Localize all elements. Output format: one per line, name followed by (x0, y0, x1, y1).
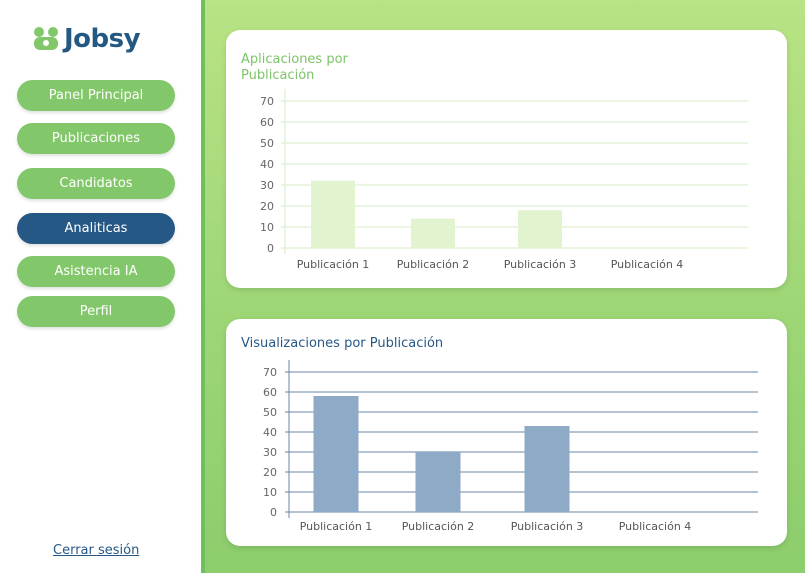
sidebar: Jobsy Panel Principal Publicaciones Cand… (0, 0, 201, 573)
y-tick-label: 20 (263, 466, 277, 479)
y-tick-label: 50 (260, 137, 274, 150)
sidebar-item-analiticas[interactable]: Analiticas (17, 213, 175, 244)
y-tick-label: 30 (260, 179, 274, 192)
sidebar-divider (201, 0, 205, 573)
y-tick-label: 60 (263, 386, 277, 399)
bar (311, 180, 355, 248)
sidebar-item-label: Analiticas (64, 221, 128, 236)
sidebar-item-label: Panel Principal (48, 88, 144, 103)
sidebar-item-label: Perfil (79, 304, 113, 319)
sidebar-item-label: Asistencia IA (54, 264, 138, 279)
sidebar-item-asistencia-ia[interactable]: Asistencia IA (17, 256, 175, 287)
y-tick-label: 60 (260, 116, 274, 129)
sidebar-item-publicaciones[interactable]: Publicaciones (17, 123, 175, 154)
x-tick-label: Publicación 4 (619, 520, 692, 533)
sidebar-item-perfil[interactable]: Perfil (17, 296, 175, 327)
x-tick-label: Publicación 2 (402, 520, 475, 533)
bar (411, 218, 455, 248)
app-name: Jobsy (64, 24, 141, 54)
applications-chart-card: Aplicaciones por Publicación 0 10 20 30 40 50… (226, 30, 787, 288)
x-tick-label: Publicación 1 (297, 258, 370, 271)
sidebar-item-candidatos[interactable]: Candidatos (17, 168, 175, 199)
bar (524, 426, 570, 512)
sidebar-item-panel-principal[interactable]: Panel Principal (17, 80, 175, 111)
bar (415, 452, 461, 512)
main-content: Aplicaciones por Publicación 0 10 20 30 40 50… (205, 0, 805, 573)
y-tick-label: 40 (260, 158, 274, 171)
y-tick-label: 70 (260, 95, 274, 108)
y-tick-label: 0 (270, 506, 277, 519)
views-chart-title: Visualizaciones por Publicación (241, 336, 444, 351)
y-tick-label: 10 (263, 486, 277, 499)
x-tick-label: Publicación 2 (397, 258, 470, 271)
y-tick-label: 70 (263, 366, 277, 379)
views-chart-card: Visualizaciones por Publicación 0 10 20 30 4… (226, 319, 787, 546)
x-tick-label: Publicación 3 (504, 258, 577, 271)
logo: Jobsy (33, 24, 141, 54)
y-tick-label: 20 (260, 200, 274, 213)
bar (518, 210, 562, 248)
y-tick-label: 30 (263, 446, 277, 459)
applications-chart: 0 10 20 30 40 50 60 70 Publicación 1 Publicación … (260, 89, 748, 271)
sidebar-item-label: Candidatos (59, 176, 133, 191)
applications-chart-title: Aplicaciones por Publicación (241, 52, 348, 83)
views-chart: 0 10 20 30 40 50 60 70 Publicación 1 Publicación … (263, 360, 758, 533)
y-tick-label: 40 (263, 426, 277, 439)
y-tick-label: 10 (260, 221, 274, 234)
bar (313, 396, 359, 512)
y-tick-label: 0 (267, 242, 274, 255)
x-tick-label: Publicación 3 (511, 520, 584, 533)
y-tick-label: 50 (263, 406, 277, 419)
x-tick-label: Publicación 4 (611, 258, 684, 271)
sidebar-item-label: Publicaciones (51, 131, 141, 146)
logo-icon (34, 27, 58, 50)
logout-link[interactable]: Cerrar sesión (53, 543, 140, 558)
x-tick-label: Publicación 1 (300, 520, 373, 533)
